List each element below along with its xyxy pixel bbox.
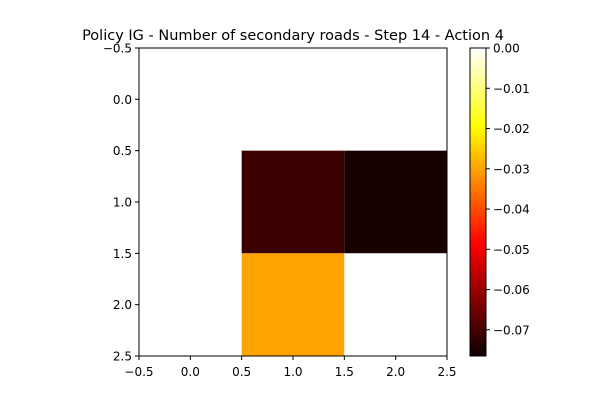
y-tick-label: 0.0: [113, 93, 132, 107]
x-tick-label: −0.5: [124, 365, 153, 379]
heatmap-cell: [241, 150, 345, 254]
x-tick-label: 0.0: [181, 365, 200, 379]
x-tick-label: 2.5: [437, 365, 456, 379]
x-tick-label: 2.0: [386, 365, 405, 379]
heatmap-cell: [344, 253, 447, 356]
y-tick-label: 1.5: [113, 247, 132, 261]
colorbar-tick-label: −0.06: [493, 283, 530, 297]
heatmap-cell: [139, 253, 242, 356]
colorbar-tick-label: 0.00: [493, 42, 520, 56]
x-axis-ticks: −0.5 0.0 0.5 1.0 1.5 2.0 2.5: [124, 356, 457, 379]
colorbar-ticks: 0.00 −0.01 −0.02 −0.03 −0.04 −0.05 −0.06 −0.07: [486, 42, 530, 337]
colorbar-tick-label: −0.02: [493, 122, 530, 136]
heatmap-cells: [139, 48, 447, 356]
heatmap-cell: [241, 253, 345, 356]
heatmap-cell: [139, 150, 242, 254]
colorbar-tick-label: −0.05: [493, 243, 530, 257]
y-tick-label: 2.0: [113, 298, 132, 312]
y-tick-label: 2.5: [113, 350, 132, 364]
heatmap-cell: [241, 48, 345, 151]
x-tick-label: 0.5: [232, 365, 251, 379]
heatmap-cell: [344, 150, 447, 254]
colorbar-tick-label: −0.07: [493, 323, 530, 337]
y-tick-label: −0.5: [103, 42, 132, 56]
colorbar: [469, 47, 487, 357]
heatmap-cell: [344, 48, 447, 151]
colorbar-tick-label: −0.03: [493, 162, 530, 176]
heatmap-cell: [139, 48, 242, 151]
y-axis-ticks: −0.5 0.0 0.5 1.0 1.5 2.0 2.5: [103, 42, 139, 364]
y-tick-label: 0.5: [113, 144, 132, 158]
x-tick-label: 1.0: [283, 365, 302, 379]
chart-title: Policy IG - Number of secondary roads - …: [82, 28, 504, 44]
y-tick-label: 1.0: [113, 196, 132, 210]
colorbar-tick-label: −0.01: [493, 82, 530, 96]
colorbar-tick-label: −0.04: [493, 203, 530, 217]
x-tick-label: 1.5: [335, 365, 354, 379]
